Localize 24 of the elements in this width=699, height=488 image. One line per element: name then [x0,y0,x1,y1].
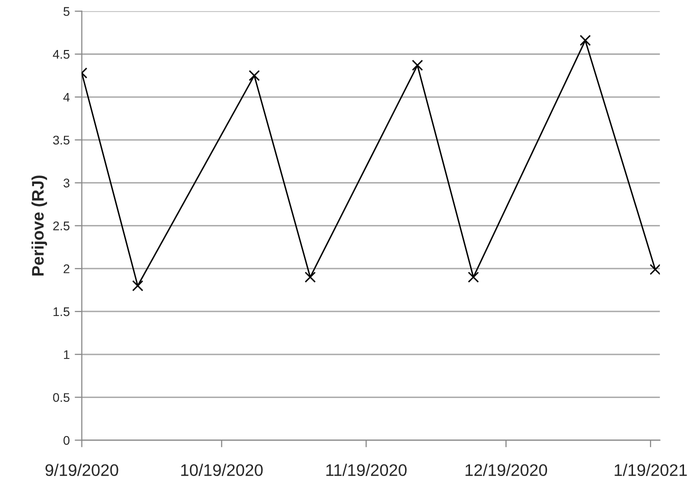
x-tick-label: 9/19/2020 [45,464,118,476]
point [304,272,316,283]
x-tick-label: 11/19/2020 [326,464,407,476]
y-tick-label: 5 [64,7,70,16]
y-tick-label: 3 [64,178,70,188]
y-axis-title: Perijove (RJ) [32,176,48,276]
point [468,272,479,283]
point [580,34,591,46]
point [650,264,660,276]
point [132,280,144,292]
x-tick-label: 10/19/2020 [181,464,263,476]
y-tick-label: 2 [64,264,70,274]
x-tick-label: 12/19/2020 [466,464,548,476]
y-tick-label: 4 [63,92,70,102]
y-tick-label: 1.5 [54,307,70,316]
x-tick-label: 1/19/2021 [614,464,687,476]
y-tick-label: 2.5 [53,222,70,230]
y-tick-label: 4.5 [52,50,70,59]
point [248,70,260,82]
y-tick-label: 0 [64,436,70,445]
y-tick-label: 1 [64,350,70,359]
y-tick-label: 3.5 [53,136,70,145]
y-tick-label: 0.5 [53,393,70,402]
point [412,60,423,71]
